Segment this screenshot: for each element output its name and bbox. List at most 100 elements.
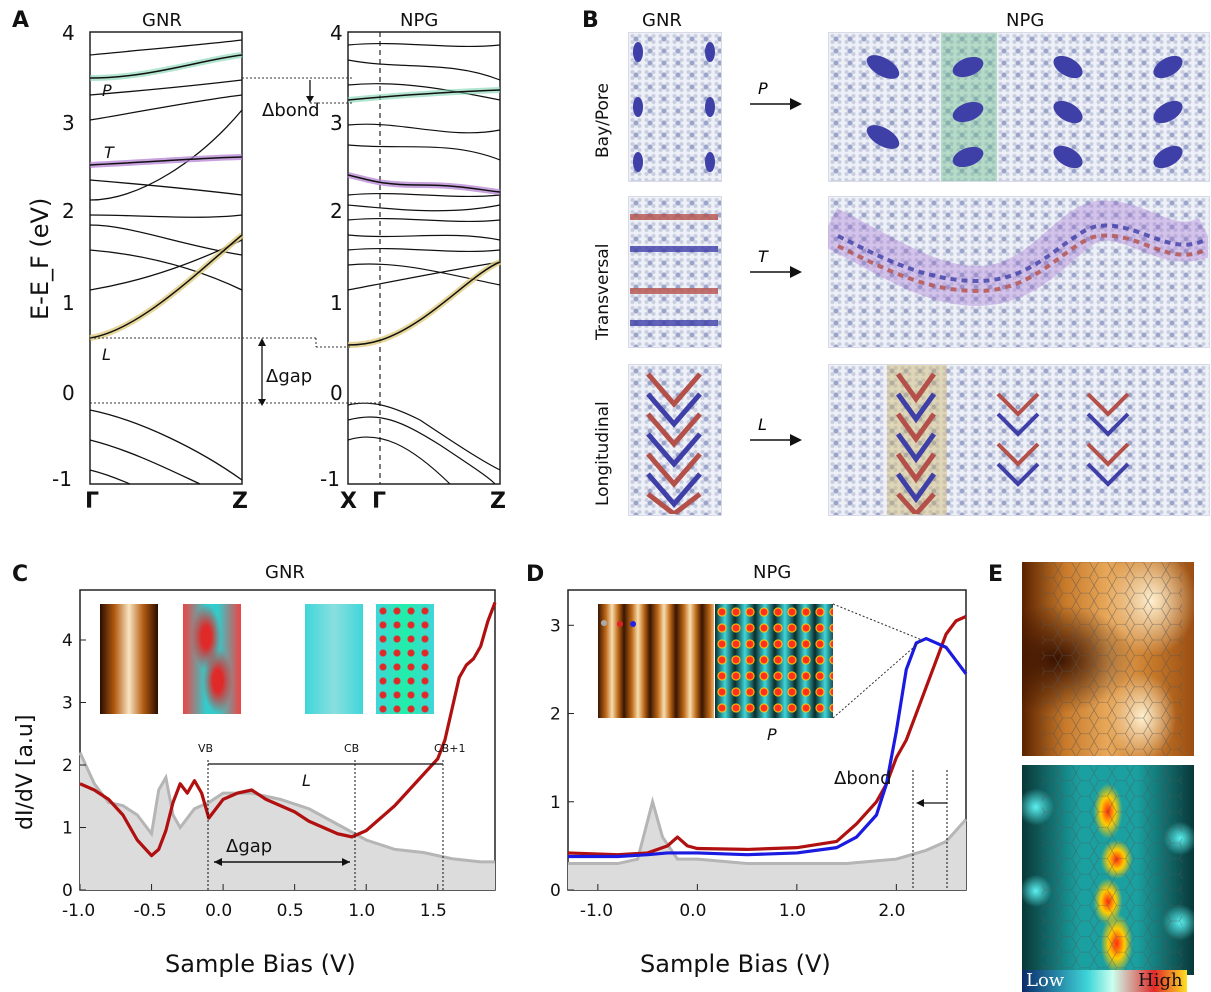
- npg-band-l: [347, 261, 501, 346]
- chart-c-xlabel: Sample Bias (V): [165, 950, 356, 978]
- arrow-label: L: [758, 416, 767, 434]
- ytick-npg: 1: [330, 291, 343, 315]
- gnr-didv-map-inset-cb1: [376, 604, 434, 714]
- row-name: Transversal: [593, 244, 613, 341]
- panel-a: A GNR NPG: [0, 0, 520, 520]
- arrow-l: L: [750, 416, 802, 446]
- ytick-gnr: -1: [52, 467, 72, 491]
- gnr-band-l: [89, 234, 243, 339]
- y-tick-label: 2: [62, 756, 73, 776]
- hex-overlay-bottom: [1042, 765, 1182, 975]
- x-tick-label: 0.0: [679, 901, 706, 921]
- chart-d-gray-layer: [568, 796, 968, 890]
- x-tick-label: 2.0: [878, 901, 905, 921]
- x-tick-label: 1.0: [348, 901, 375, 921]
- npg-bay-lobes: [866, 55, 1183, 169]
- npg-band: [347, 234, 501, 241]
- gnr-band: [89, 214, 243, 218]
- arrow-label: P: [758, 80, 768, 98]
- gnr-band: [89, 179, 243, 196]
- chart-c-axes: -1.0 -0.5 0.0 0.5 1.0 1.5 0 1 2 3 4: [62, 631, 447, 921]
- ytick-npg: -1: [320, 467, 340, 491]
- gnr-band: [89, 39, 243, 56]
- ytick-gnr: 1: [62, 291, 75, 315]
- gnr-band: [89, 439, 201, 485]
- y-tick-label: 3: [550, 616, 561, 636]
- band-label-p: P: [102, 81, 112, 100]
- npg-band-t: [347, 174, 501, 193]
- colorbar: [1022, 970, 1187, 992]
- row-label-longitudinal: Longitudinal: [593, 401, 613, 506]
- gnr-band: [89, 469, 131, 485]
- ytick-gnr: 4: [62, 21, 75, 45]
- npg-band: [347, 42, 501, 48]
- delta-bond-arrowhead: [306, 96, 314, 103]
- row-label-bay-pore: Bay/Pore: [593, 83, 613, 158]
- ytick-gnr: 0: [62, 381, 75, 405]
- npg-band: [347, 83, 501, 101]
- npg-band: [347, 436, 451, 485]
- npg-kpoint-z: Z: [490, 489, 506, 514]
- chart-c-svg: -1.0 -0.5 0.0 0.5 1.0 1.5 0 1 2 3 4 dI/dV [a.u] Sa…: [13, 589, 497, 978]
- npg-band: [347, 261, 501, 291]
- gnr-bands: [89, 39, 243, 485]
- row-name: Longitudinal: [593, 401, 613, 506]
- panel-a-svg: 4 3 2 1 0 -1 4 3 2 1 0 -1 Γ Z X Γ Z P T …: [26, 21, 506, 514]
- inset-p-label: P: [767, 725, 777, 744]
- panel-b-npg-title: NPG: [1006, 10, 1045, 31]
- delta-bond-d-head: [916, 799, 924, 807]
- npg-band-l-highlight: [347, 259, 502, 348]
- inset-point-red: [617, 621, 623, 627]
- panel-c-label: C: [12, 562, 29, 587]
- npg-band: [347, 416, 496, 485]
- reference-fill-area: [80, 752, 495, 890]
- panel-b-gnr-title: GNR: [642, 10, 682, 31]
- x-tick-label: 1.0: [779, 901, 806, 921]
- panel-a-kpoints: Γ Z X Γ Z: [85, 489, 506, 514]
- npg-orbital-bay-pore: [828, 32, 1210, 182]
- npg-band: [347, 247, 501, 253]
- delta-gap-c-label: Δgap: [226, 836, 272, 857]
- chart-d-lines: [567, 615, 968, 859]
- npg-didv-map-inset: [715, 604, 833, 718]
- npg-band: [347, 192, 501, 198]
- npg-band: [347, 144, 501, 161]
- panel-e: E Low High: [980, 560, 1211, 992]
- npg-kpoint-gamma: Γ: [372, 489, 386, 514]
- chart-d-axes: -1.0 0.0 1.0 2.0 0 1 2 3: [550, 616, 905, 921]
- delta-gap-arrowhead-bottom: [258, 399, 266, 406]
- panel-a-yticks: 4 3 2 1 0 -1 4 3 2 1 0 -1: [52, 21, 343, 491]
- npg-band: [347, 217, 501, 223]
- gnr-kpoint-gamma: Γ: [85, 489, 99, 514]
- zoom-line-top: [832, 603, 923, 641]
- panel-a-npg-title: NPG: [400, 10, 439, 31]
- npg-orbital-longitudinal: [828, 364, 1210, 516]
- ytick-npg: 3: [330, 111, 343, 135]
- vb-label: VB: [198, 742, 213, 755]
- gnr-band-frame: [89, 31, 243, 485]
- x-tick-label: 0.5: [277, 901, 304, 921]
- y-tick-label: 3: [62, 694, 73, 714]
- gnr-kpoint-z: Z: [232, 489, 248, 514]
- ytick-npg: 0: [330, 381, 343, 405]
- ytick-gnr: 2: [62, 199, 75, 223]
- gnr-band: [89, 409, 243, 481]
- reference-series-line: [568, 796, 968, 866]
- npg-longitudinal-lobes: [895, 372, 1130, 514]
- row-name: Bay/Pore: [593, 83, 613, 158]
- x-tick-label: -0.5: [134, 901, 167, 921]
- panel-c: C GNR -1.0 -0.5 0.0 0.5 1.0 1.5 0 1 2 3 4 dI/dV [a…: [0, 560, 510, 991]
- gnr-didv-map-inset-cb: [305, 604, 363, 714]
- gnr-band: [89, 239, 243, 291]
- gnr-band: [89, 79, 243, 96]
- chart-c-lines: [79, 601, 497, 858]
- data-series-line: [79, 601, 497, 858]
- zoom-line-bottom: [832, 639, 923, 719]
- delta-bond-d-label: Δbond: [834, 768, 892, 789]
- row-label-transversal: Transversal: [593, 244, 613, 341]
- y-tick-label: 0: [550, 881, 561, 901]
- x-tick-label: 0.0: [205, 901, 232, 921]
- npg-band: [347, 204, 501, 212]
- delta-gap-c-head-left: [214, 858, 222, 866]
- y-tick-label: 1: [550, 793, 561, 813]
